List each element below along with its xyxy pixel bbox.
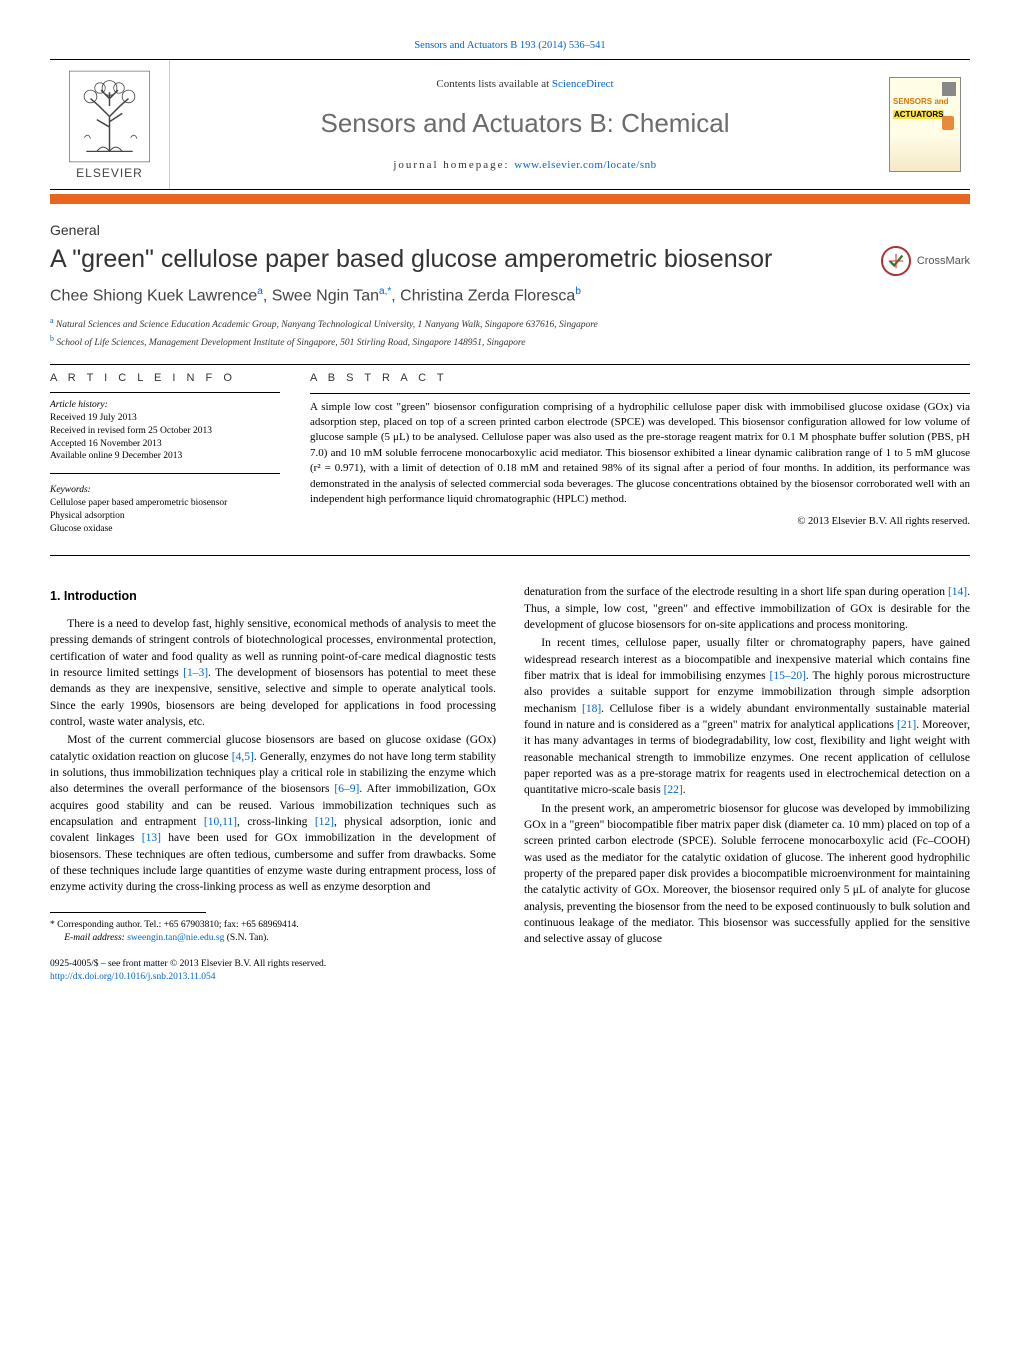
- doi-link[interactable]: http://dx.doi.org/10.1016/j.snb.2013.11.…: [50, 972, 215, 982]
- email-label: E-mail address:: [64, 933, 127, 943]
- publisher-name: ELSEVIER: [76, 166, 143, 180]
- article-title: A "green" cellulose paper based glucose …: [50, 244, 865, 274]
- rule-bottom: [50, 555, 970, 556]
- affil-b-sup: b: [50, 334, 54, 343]
- ref-10-11[interactable]: [10,11]: [204, 816, 237, 828]
- author-3: Christina Zerda Floresca: [400, 287, 575, 304]
- history-2: Received in revised form 25 October 2013: [50, 425, 280, 438]
- front-matter-line: 0925-4005/$ – see front matter © 2013 El…: [50, 958, 496, 971]
- crossmark-icon: [881, 246, 911, 276]
- journal-cover: SENSORS and ACTUATORS: [880, 60, 970, 189]
- cover-line2: ACTUATORS: [893, 110, 944, 119]
- corresponding-footnote: * Corresponding author. Tel.: +65 679038…: [50, 919, 496, 945]
- cover-thumbnail: SENSORS and ACTUATORS: [889, 77, 961, 172]
- info-rule: [50, 392, 280, 393]
- footer-meta: 0925-4005/$ – see front matter © 2013 El…: [50, 958, 496, 984]
- keywords-heading: Keywords:: [50, 484, 280, 497]
- ref-22[interactable]: [22]: [664, 784, 683, 796]
- keyword-3: Glucose oxidase: [50, 523, 280, 536]
- para-3: denaturation from the surface of the ele…: [524, 584, 970, 633]
- info-rule-2: [50, 473, 280, 474]
- history-3: Accepted 16 November 2013: [50, 438, 280, 451]
- author-1-sup: a: [257, 286, 263, 297]
- homepage-prefix: journal homepage:: [393, 159, 514, 171]
- journal-name: Sensors and Actuators B: Chemical: [321, 108, 730, 139]
- homepage-line: journal homepage: www.elsevier.com/locat…: [393, 159, 656, 171]
- author-3-sup: b: [575, 286, 581, 297]
- abstract-column: A B S T R A C T A simple low cost "green…: [310, 371, 970, 535]
- corr-email-link[interactable]: sweengin.tan@nie.edu.sg: [127, 933, 224, 943]
- affil-a-sup: a: [50, 316, 54, 325]
- article-section-tag: General: [50, 222, 970, 238]
- ref-1-3[interactable]: [1–3]: [183, 667, 208, 679]
- running-head: Sensors and Actuators B 193 (2014) 536–5…: [50, 40, 970, 51]
- rule-top: [50, 364, 970, 365]
- ref-14[interactable]: [14]: [948, 586, 967, 598]
- cover-accent-icon: [942, 116, 954, 130]
- abstract-rule: [310, 393, 970, 394]
- crossmark-widget[interactable]: CrossMark: [881, 246, 970, 276]
- keyword-2: Physical adsorption: [50, 510, 280, 523]
- para-2: Most of the current commercial glucose b…: [50, 732, 496, 895]
- abstract-copyright: © 2013 Elsevier B.V. All rights reserved…: [310, 515, 970, 530]
- affil-b: School of Life Sciences, Management Deve…: [56, 338, 525, 348]
- para-5: In the present work, an amperometric bio…: [524, 801, 970, 948]
- affil-a: Natural Sciences and Science Education A…: [56, 320, 598, 330]
- cover-line1: SENSORS and: [893, 97, 957, 106]
- sciencedirect-link[interactable]: ScienceDirect: [552, 78, 614, 90]
- keyword-1: Cellulose paper based amperometric biose…: [50, 497, 280, 510]
- corr-line: * Corresponding author. Tel.: +65 679038…: [50, 919, 496, 932]
- author-1: Chee Shiong Kuek Lawrence: [50, 287, 257, 304]
- body-text: 1. Introduction There is a need to devel…: [50, 584, 970, 984]
- ref-4-5[interactable]: [4,5]: [232, 751, 254, 763]
- article-info-heading: A R T I C L E I N F O: [50, 371, 280, 386]
- article-info-column: A R T I C L E I N F O Article history: R…: [50, 371, 280, 535]
- section-1-heading: 1. Introduction: [50, 588, 496, 606]
- contents-prefix: Contents lists available at: [436, 78, 551, 90]
- history-heading: Article history:: [50, 399, 280, 412]
- para-4: In recent times, cellulose paper, usuall…: [524, 635, 970, 798]
- ref-6-9[interactable]: [6–9]: [334, 783, 359, 795]
- publisher-logo: ELSEVIER: [50, 60, 170, 189]
- ref-21[interactable]: [21]: [897, 719, 916, 731]
- masthead: ELSEVIER Contents lists available at Sci…: [50, 59, 970, 190]
- ref-15-20[interactable]: [15–20]: [770, 670, 806, 682]
- crossmark-label: CrossMark: [917, 255, 970, 267]
- abstract-text: A simple low cost "green" biosensor conf…: [310, 400, 970, 508]
- author-list: Chee Shiong Kuek Lawrencea, Swee Ngin Ta…: [50, 286, 970, 305]
- para-1: There is a need to develop fast, highly …: [50, 616, 496, 730]
- footnote-rule: [50, 912, 206, 913]
- elsevier-tree-icon: [67, 69, 152, 164]
- accent-bar: [50, 194, 970, 204]
- author-2-sup: a,*: [379, 286, 391, 297]
- cover-chip-icon: [942, 82, 956, 96]
- author-2: Swee Ngin Tan: [272, 287, 379, 304]
- abstract-heading: A B S T R A C T: [310, 371, 970, 386]
- ref-13[interactable]: [13]: [142, 832, 161, 844]
- email-suffix: (S.N. Tan).: [224, 933, 268, 943]
- contents-available-line: Contents lists available at ScienceDirec…: [436, 78, 613, 90]
- ref-12[interactable]: [12]: [315, 816, 334, 828]
- ref-18[interactable]: [18]: [582, 703, 601, 715]
- masthead-center: Contents lists available at ScienceDirec…: [170, 60, 880, 189]
- affiliations: a Natural Sciences and Science Education…: [50, 315, 970, 350]
- homepage-link[interactable]: www.elsevier.com/locate/snb: [514, 159, 656, 171]
- history-4: Available online 9 December 2013: [50, 450, 280, 463]
- history-1: Received 19 July 2013: [50, 412, 280, 425]
